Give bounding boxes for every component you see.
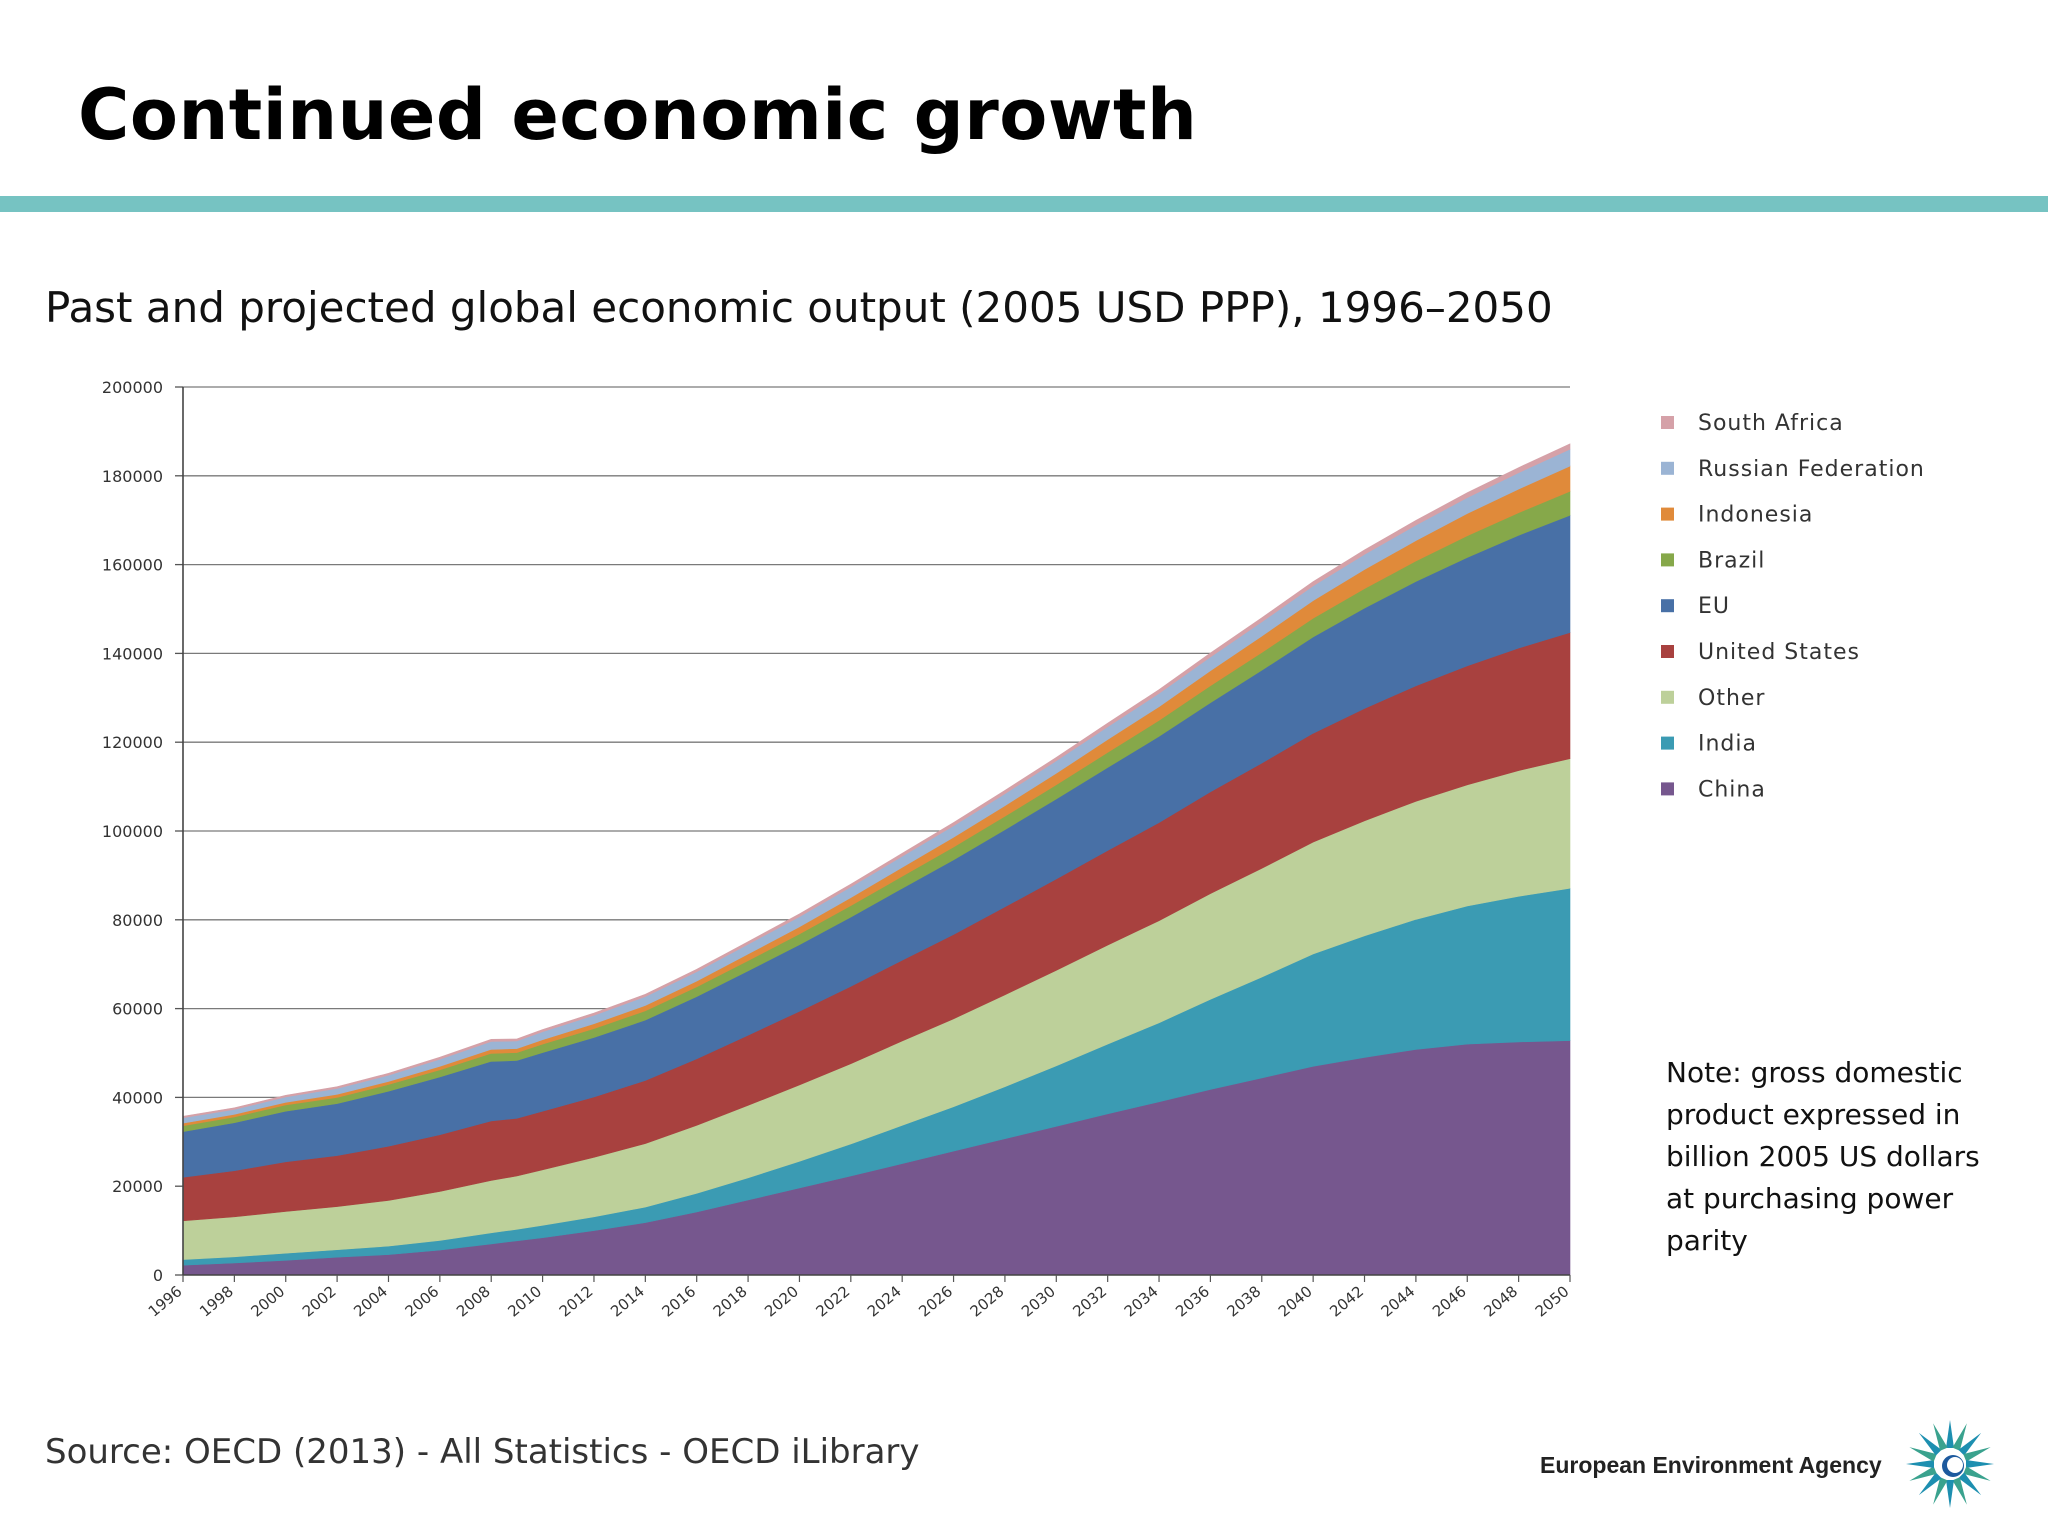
x-tick-label: 2016 [658,1282,699,1320]
y-tick-label: 160000 [102,556,163,575]
legend-swatch [1661,645,1674,658]
y-tick-label: 180000 [102,467,163,486]
x-tick-label: 2026 [915,1282,956,1320]
x-tick-label: 2044 [1378,1282,1419,1320]
legend-swatch [1661,599,1674,613]
x-tick-label: 2004 [350,1282,391,1320]
legend-swatch [1661,507,1674,521]
x-tick-label: 2040 [1275,1282,1316,1320]
x-tick-labels: 1996 1998 2000 2002 2004 2006 2008 2010 2012 2014… [145,1282,1573,1320]
y-tick-label: 80000 [112,911,163,930]
x-tick-label: 1998 [196,1282,237,1320]
legend-swatch [1661,736,1674,750]
x-tick-label: 2030 [1018,1282,1059,1320]
x-tick-label: 1996 [145,1282,186,1320]
x-tick-label: 2048 [1480,1282,1521,1320]
x-tick-label: 2000 [247,1282,288,1320]
organization-name: European Environment Agency [1540,1452,1882,1478]
source-citation: Source: OECD (2013) - All Statistics - O… [45,1432,920,1472]
x-tick-label: 2008 [453,1282,494,1320]
y-tick-label: 120000 [102,733,163,752]
x-tick-label: 2050 [1532,1282,1573,1320]
x-tick-label: 2006 [402,1282,443,1320]
legend: South Africa Russian Federation Indonesia B… [1661,411,1925,802]
x-tick-label: 2012 [556,1282,597,1320]
area-south-africa [182,443,1571,1119]
y-tick-label: 40000 [112,1088,163,1107]
y-tick-label: 140000 [102,644,163,663]
legend-swatch [1661,461,1674,475]
legend-label: China [1698,777,1766,802]
x-tick-label: 2032 [1069,1282,1110,1320]
legend-label: Other [1698,686,1765,711]
legend-label: India [1698,732,1757,757]
x-tick-label: 2028 [967,1282,1008,1320]
x-tick-label: 2020 [761,1282,802,1320]
x-tick-label: 2036 [1172,1282,1213,1320]
x-tick-label: 2024 [864,1282,905,1320]
legend-label: Brazil [1698,548,1765,573]
legend-label: Indonesia [1698,503,1813,528]
area-series [182,443,1571,1276]
x-tick-label: 2014 [607,1282,648,1320]
y-tick-label: 100000 [102,822,163,841]
x-tick-label: 2002 [299,1282,340,1320]
x-tick-label: 2042 [1326,1282,1367,1320]
legend-label: United States [1698,640,1860,665]
y-tick-label: 60000 [112,1000,163,1019]
chart-subtitle: Past and projected global economic outpu… [45,283,1553,332]
y-tick-label: 0 [153,1266,163,1285]
legend-swatch [1661,782,1674,796]
axes [175,386,1571,1282]
x-tick-label: 2034 [1121,1282,1162,1320]
stacked-area-chart: 0 20000 40000 60000 80000 100000 120000 140000 1… [102,378,1925,1321]
x-tick-label: 2010 [504,1282,545,1320]
x-tick-label: 2038 [1224,1282,1265,1320]
legend-swatch [1661,416,1674,429]
title-divider [0,196,2048,212]
y-tick-labels: 0 20000 40000 60000 80000 100000 120000 140000 1… [102,378,163,1285]
x-tick-label: 2022 [813,1282,854,1320]
slide-title: Continued economic growth [78,74,1198,156]
chart-note: Note: gross domestic product expressed i… [1666,1056,1980,1257]
legend-swatch [1661,690,1674,704]
y-tick-label: 200000 [102,378,163,397]
legend-label: EU [1698,594,1730,619]
x-tick-label: 2046 [1429,1282,1470,1320]
legend-label: Russian Federation [1698,457,1925,482]
legend-label: South Africa [1698,411,1844,436]
eea-logo-icon [1906,1420,1994,1508]
y-tick-label: 20000 [112,1177,163,1196]
legend-swatch [1661,553,1674,567]
x-tick-label: 2018 [710,1282,751,1320]
